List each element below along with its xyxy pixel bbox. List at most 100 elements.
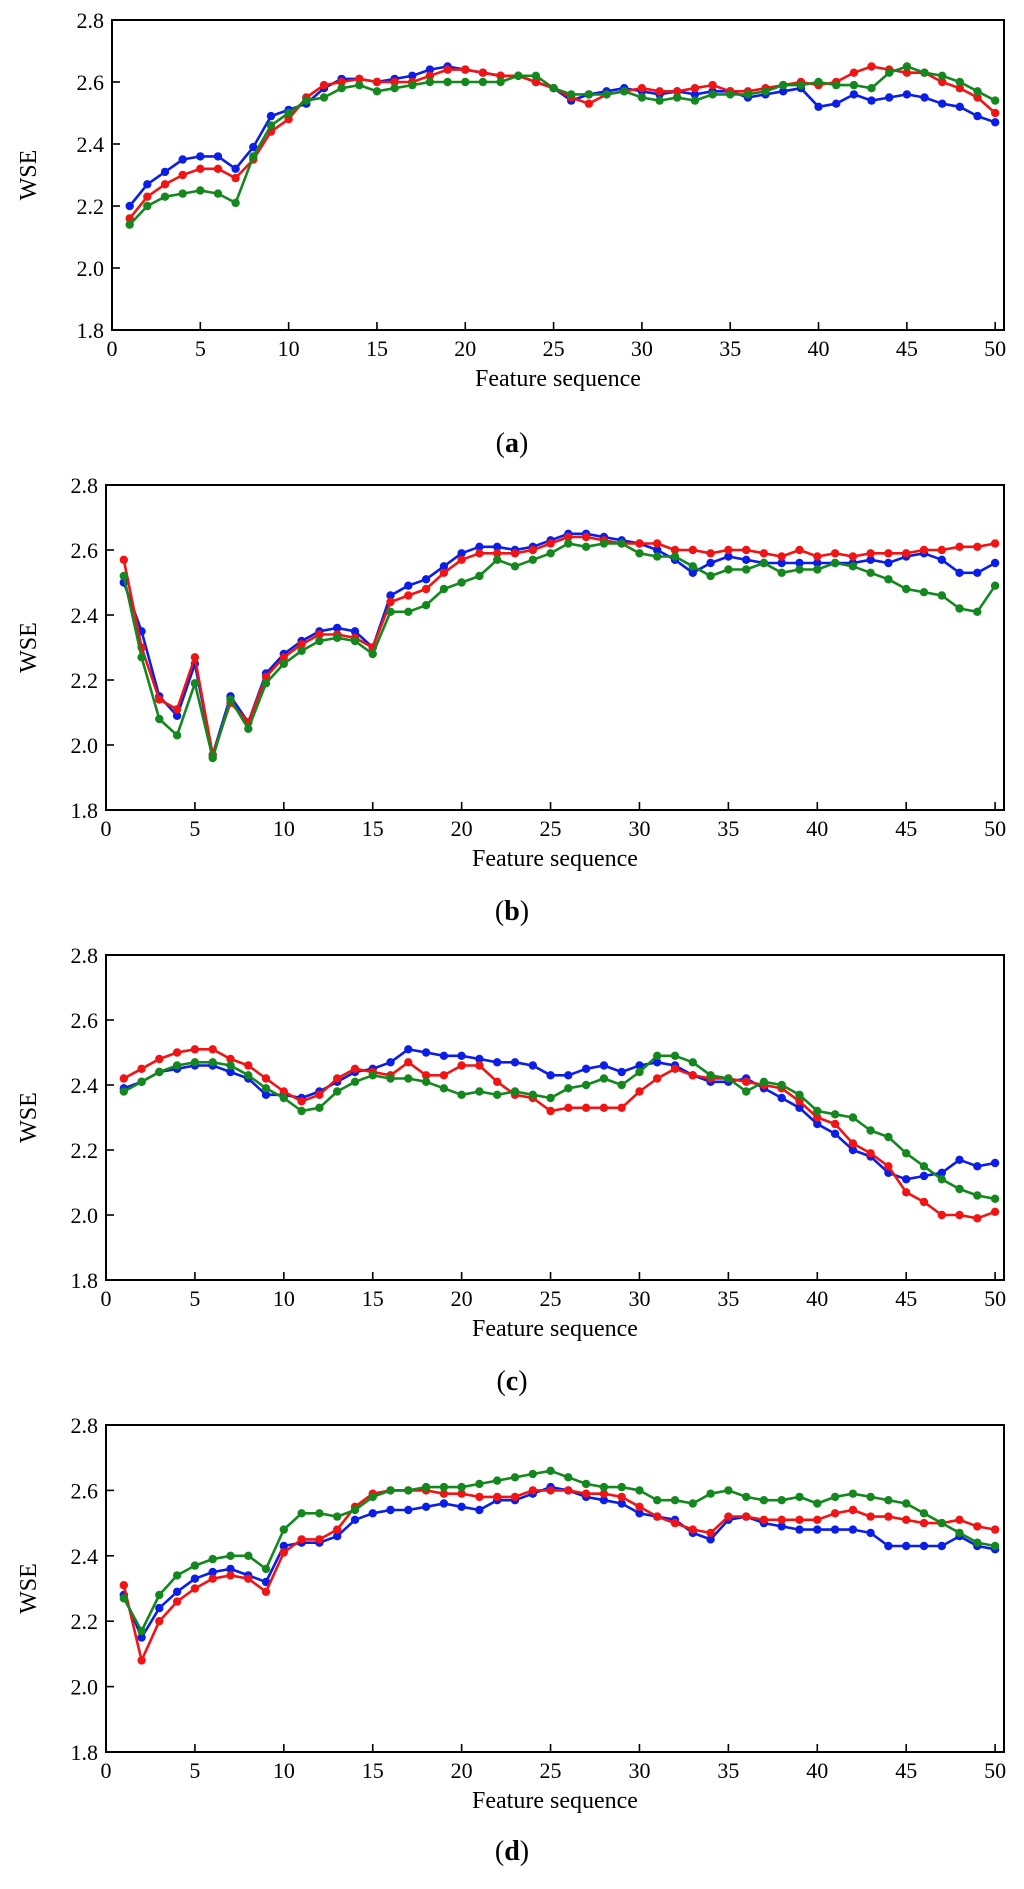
data-point-green [315, 1509, 324, 1518]
data-point-red [493, 549, 502, 558]
x-axis-label: Feature sequence [475, 366, 641, 392]
data-point-green [599, 539, 609, 548]
y-tick-label: 1.8 [77, 318, 105, 343]
data-point-green [814, 77, 823, 87]
data-point-green [670, 1051, 680, 1061]
data-point-green [546, 549, 555, 558]
data-point-red [425, 71, 435, 81]
data-point-blue [814, 102, 823, 112]
data-point-red [564, 532, 573, 542]
data-point-green [350, 636, 360, 646]
data-point-red [884, 1162, 893, 1171]
data-point-red [742, 1077, 751, 1087]
x-tick-label: 50 [984, 1758, 1006, 1783]
series-line-green [128, 65, 996, 226]
data-point-green [955, 604, 964, 613]
data-point-green [528, 1090, 537, 1100]
data-point-blue [137, 1633, 146, 1642]
data-point-red [848, 1505, 858, 1515]
chart-panel-b: 1.8 2.0 2.2 2.4 2.6 2.8 0 5 10 15 20 25 30 35 40 45 50 Fe… [16, 473, 1006, 872]
data-point-red [226, 1054, 235, 1064]
data-point-green [688, 562, 697, 571]
data-point-green [706, 1071, 715, 1080]
data-point-green [125, 220, 134, 229]
data-point-red [319, 80, 329, 90]
data-point-blue [475, 1054, 484, 1064]
data-point-red [493, 1492, 502, 1502]
chart-panel-c: 1.8 2.0 2.2 2.4 2.6 2.8 0 5 10 15 20 25 30 35 40 45 50 Fe… [16, 943, 1006, 1342]
data-point-green [137, 653, 146, 662]
series-blue [119, 1482, 1000, 1642]
y-tick-label: 2.2 [71, 668, 99, 693]
data-point-red [830, 1509, 840, 1518]
data-point-green [581, 1080, 591, 1090]
data-point-red [635, 1087, 644, 1096]
data-point-blue [832, 99, 841, 108]
data-point-green [249, 152, 258, 161]
data-point-green [496, 77, 505, 87]
data-point-green [670, 1496, 680, 1505]
data-point-green [196, 186, 205, 195]
data-point-green [832, 80, 841, 90]
series-green [119, 1466, 1000, 1636]
y-tick-label: 2.4 [71, 1544, 99, 1569]
data-point-green [244, 724, 253, 733]
data-point-blue [813, 1119, 822, 1129]
y-tick-label: 2.4 [71, 1073, 99, 1098]
data-point-green [333, 633, 342, 642]
x-tick-label: 40 [808, 336, 830, 361]
data-point-blue [777, 1093, 786, 1103]
data-point-green [955, 1184, 964, 1194]
data-point-red [777, 1515, 786, 1525]
data-point-blue [475, 1505, 484, 1515]
data-point-blue [937, 1541, 946, 1551]
data-point-red [178, 170, 187, 180]
data-point-blue [795, 1525, 804, 1534]
data-point-red [564, 1486, 573, 1495]
data-point-blue [635, 1509, 644, 1518]
data-point-blue [421, 1048, 431, 1057]
data-point-red [337, 77, 346, 87]
data-point-red [830, 549, 840, 558]
data-point-blue [635, 1061, 644, 1070]
data-point-green [279, 1093, 288, 1103]
data-point-green [386, 1486, 395, 1495]
data-point-red [564, 1103, 573, 1113]
data-point-red [919, 1518, 929, 1528]
x-tick-label: 35 [717, 1286, 739, 1311]
data-point-blue [457, 549, 466, 558]
data-point-green [866, 568, 875, 577]
x-tick-label: 20 [451, 1758, 473, 1783]
x-tick-label: 5 [189, 1758, 200, 1783]
data-point-green [777, 1496, 786, 1505]
data-point-green [510, 1087, 520, 1096]
data-point-blue [178, 155, 187, 164]
data-point-blue [777, 1522, 786, 1531]
data-point-red [670, 1064, 680, 1074]
data-point-red [742, 1512, 751, 1521]
x-tick-label: 45 [895, 1286, 917, 1311]
x-tick-label: 35 [719, 336, 741, 361]
data-point-blue [902, 1175, 911, 1184]
data-point-blue [160, 167, 170, 177]
data-point-green [119, 1087, 128, 1096]
data-point-red [688, 1525, 697, 1534]
data-point-red [475, 549, 484, 558]
data-point-green [333, 1512, 342, 1521]
data-point-red [902, 1515, 911, 1525]
x-tick-label: 50 [984, 1286, 1006, 1311]
data-point-red [653, 539, 662, 548]
data-point-blue [991, 118, 1000, 127]
caption-open: ( [495, 896, 504, 927]
data-point-red [137, 1064, 146, 1074]
y-axis-label: WSE [16, 1563, 42, 1614]
x-tick-label: 0 [101, 816, 112, 841]
y-axis-label: WSE [16, 1092, 42, 1143]
data-point-red [813, 1515, 822, 1525]
caption-open: ( [495, 1836, 504, 1867]
data-point-red [919, 545, 929, 555]
data-point-green [635, 549, 644, 558]
y-tick-label: 2.2 [77, 194, 105, 219]
data-point-blue [955, 568, 964, 577]
data-point-red [635, 1502, 644, 1512]
